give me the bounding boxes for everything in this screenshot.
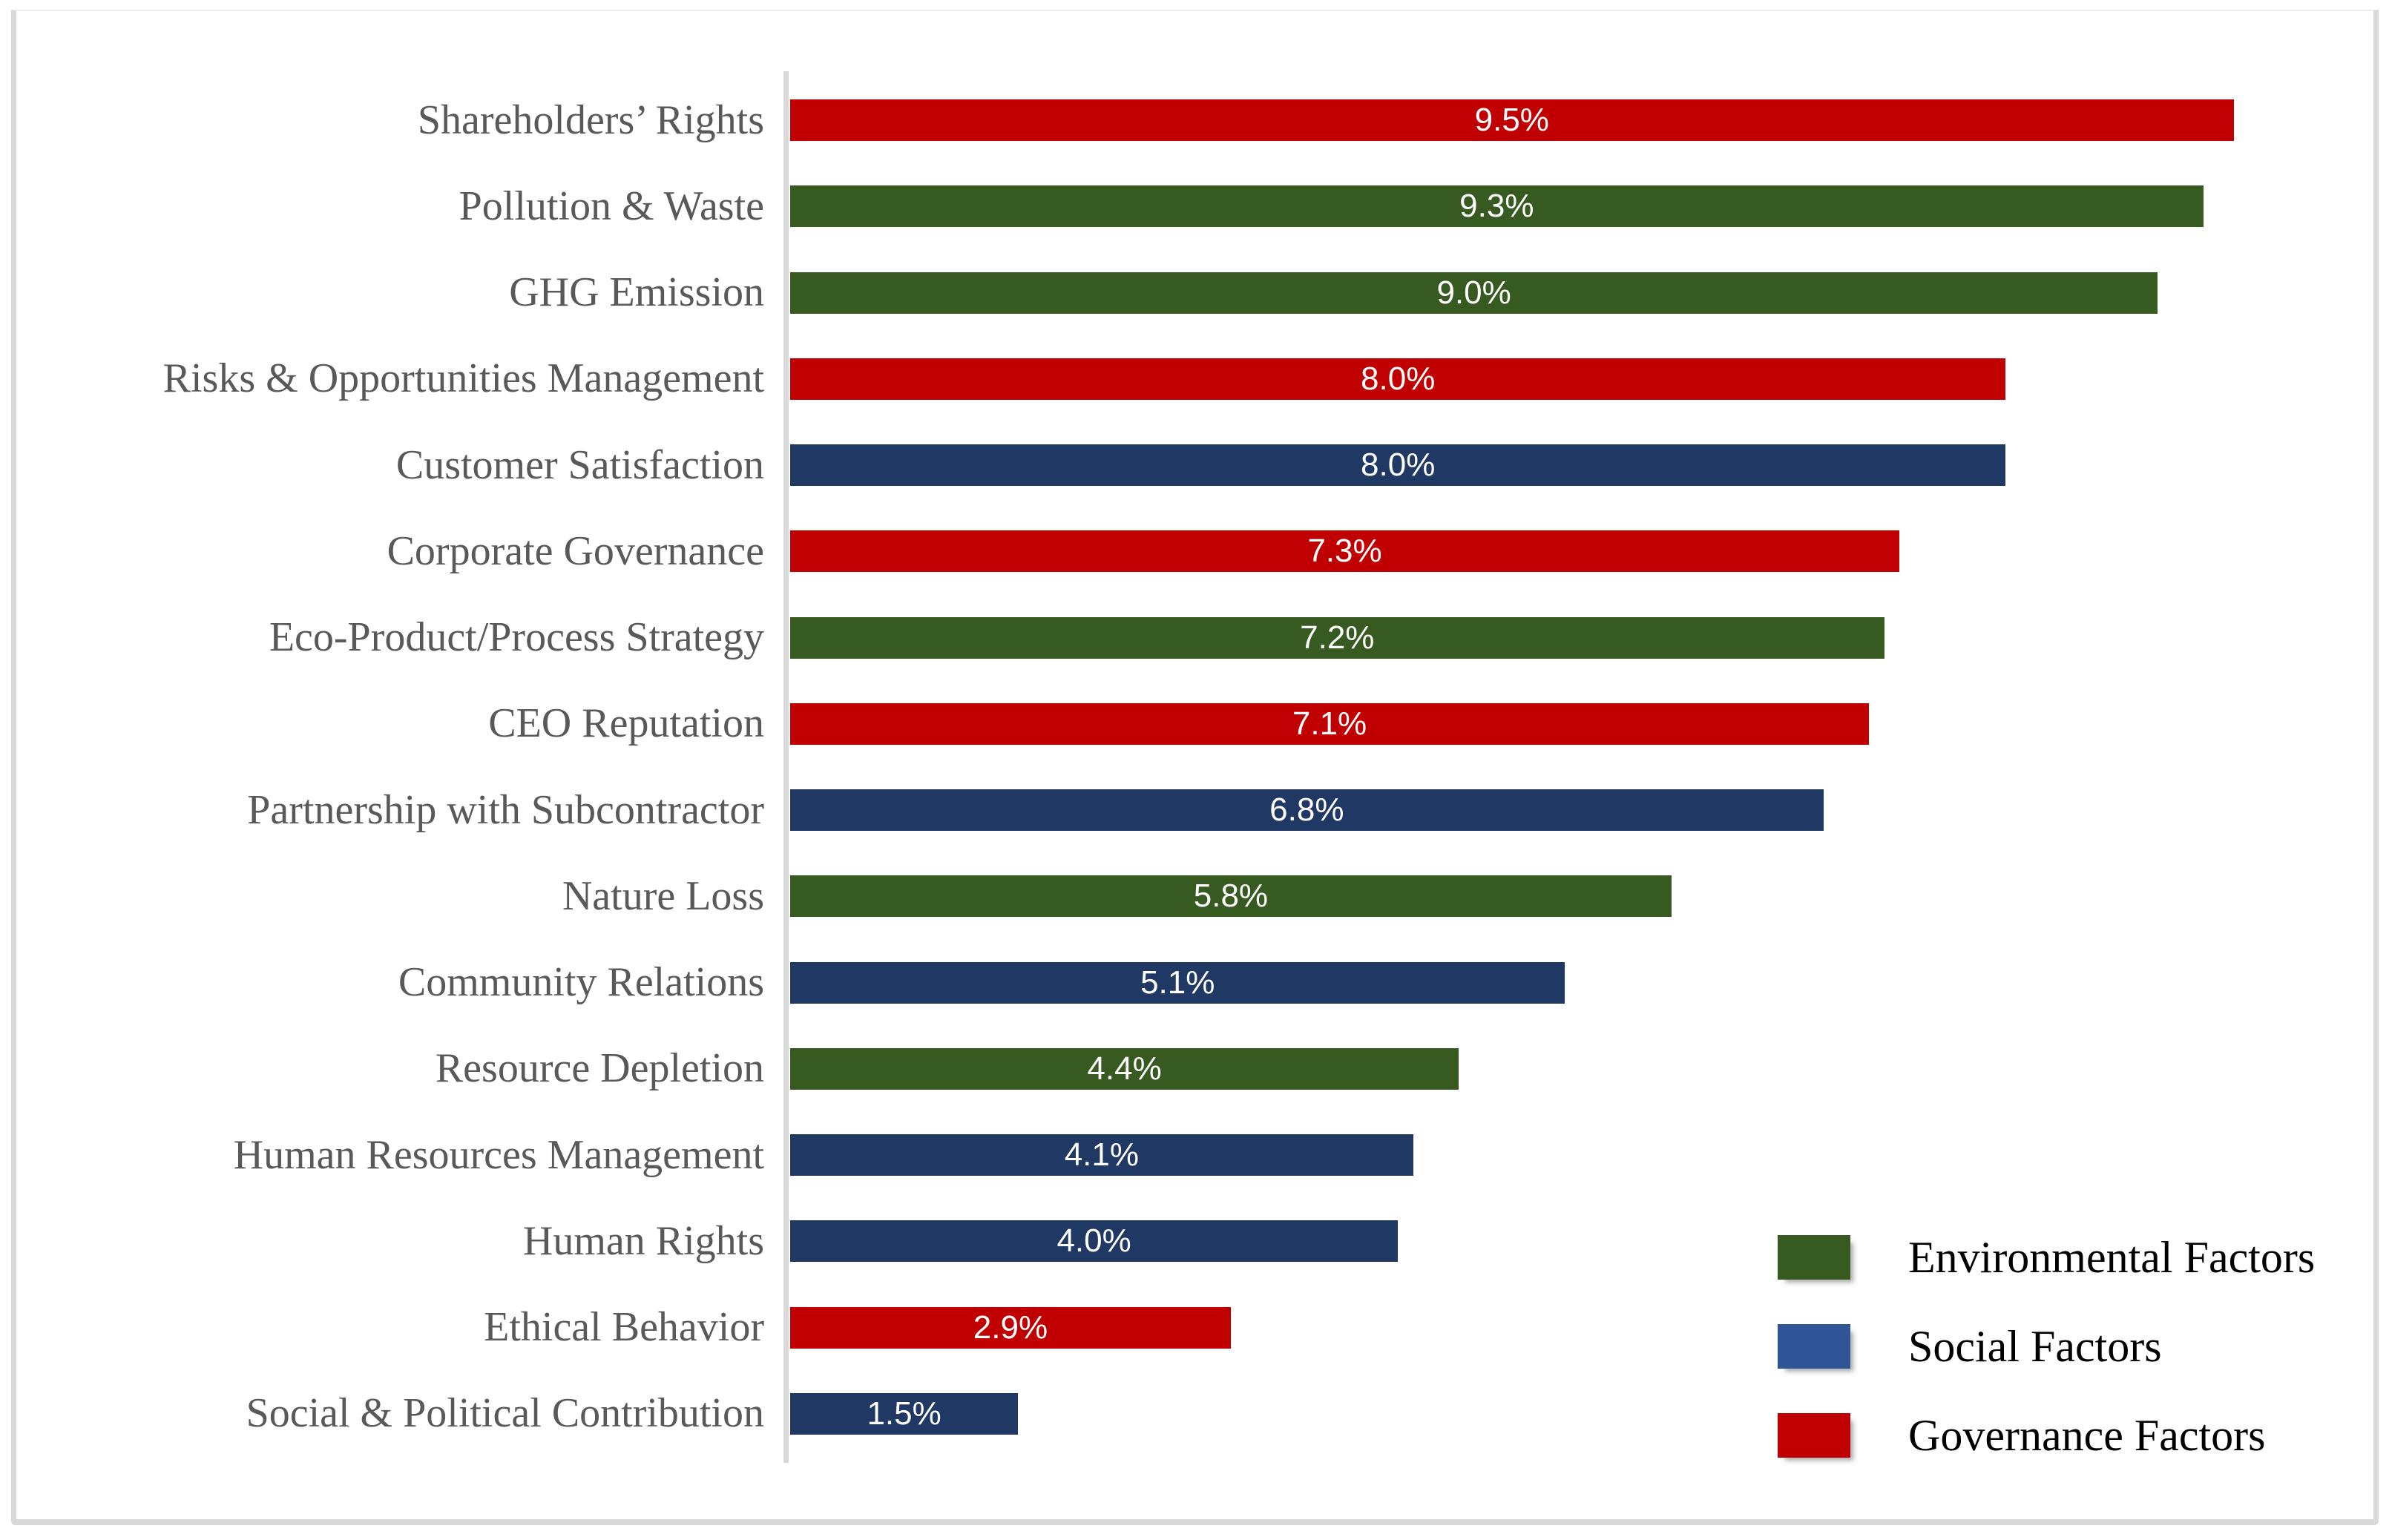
bar-track: 8.0% <box>790 358 2310 400</box>
bar-value-label: 4.1% <box>1064 1136 1139 1174</box>
bar-row: CEO Reputation 7.1% <box>0 681 2389 767</box>
bar-track: 2.9% <box>790 1306 2310 1349</box>
bar-value-label: 8.0% <box>1361 447 1436 484</box>
bar-track: 8.0% <box>790 444 2310 487</box>
legend-swatch-governance <box>1778 1413 1850 1458</box>
figure-frame <box>11 10 2379 1525</box>
bar-value-label: 6.8% <box>1269 792 1344 829</box>
bar-row: Human Rights 4.0% <box>0 1198 2389 1284</box>
bar-social: 8.0% <box>790 444 2006 487</box>
bar-row: Corporate Governance 7.3% <box>0 508 2389 594</box>
category-label: Nature Loss <box>562 872 764 919</box>
legend: Environmental Factors Social Factors Gover… <box>1778 1232 2316 1460</box>
bar-row: Social & Political Contribution 1.5% <box>0 1371 2389 1457</box>
bar-track: 5.8% <box>790 875 2310 918</box>
bar-row: Risks & Opportunities Management 8.0% <box>0 336 2389 422</box>
bar-row: Eco-Product/Process Strategy 7.2% <box>0 595 2389 681</box>
bar-row: Ethical Behavior 2.9% <box>0 1285 2389 1371</box>
legend-item-social: Social Factors <box>1778 1321 2315 1371</box>
category-label: Community Relations <box>398 959 764 1006</box>
bar-row: Human Resources Management 4.1% <box>0 1112 2389 1198</box>
bar-track: 1.5% <box>790 1392 2310 1435</box>
bar-social: 4.1% <box>790 1134 1413 1177</box>
category-label: Customer Satisfaction <box>395 441 764 488</box>
bar-rows-container: Shareholders’ Rights 9.5% Pollution & Wast… <box>0 77 2389 1457</box>
bar-track: 9.5% <box>790 99 2310 142</box>
bar-environmental: 9.0% <box>790 272 2158 314</box>
bar-social: 4.0% <box>790 1220 1399 1263</box>
bar-track: 4.1% <box>790 1134 2310 1177</box>
bar-track: 5.1% <box>790 961 2310 1004</box>
category-label: Ethical Behavior <box>484 1304 764 1351</box>
category-label: Human Resources Management <box>233 1131 764 1178</box>
bar-track: 9.3% <box>790 185 2310 228</box>
bar-row: Customer Satisfaction 8.0% <box>0 422 2389 508</box>
category-label: Resource Depletion <box>435 1045 764 1092</box>
bar-track: 6.8% <box>790 789 2310 832</box>
bar-value-label: 8.0% <box>1361 360 1436 397</box>
legend-label: Governance Factors <box>1908 1410 2266 1460</box>
bar-value-label: 9.0% <box>1436 274 1511 311</box>
category-label: Shareholders’ Rights <box>417 96 764 143</box>
bar-row: Community Relations 5.1% <box>0 940 2389 1026</box>
bar-value-label: 9.3% <box>1459 188 1534 225</box>
bar-value-label: 7.1% <box>1292 705 1367 742</box>
bar-row: Nature Loss 5.8% <box>0 853 2389 939</box>
bar-social: 5.1% <box>790 961 1565 1004</box>
category-label: CEO Reputation <box>488 700 764 747</box>
bar-track: 7.1% <box>790 702 2310 745</box>
bar-track: 9.0% <box>790 272 2310 314</box>
bar-governance: 2.9% <box>790 1306 1231 1349</box>
category-label: Partnership with Subcontractor <box>247 786 764 833</box>
legend-item-governance: Governance Factors <box>1778 1410 2315 1460</box>
bar-row: Resource Depletion 4.4% <box>0 1026 2389 1112</box>
bar-row: Partnership with Subcontractor 6.8% <box>0 767 2389 853</box>
bar-track: 4.4% <box>790 1047 2310 1090</box>
category-label: GHG Emission <box>509 269 764 316</box>
bar-value-label: 5.8% <box>1193 878 1269 915</box>
bar-governance: 7.1% <box>790 702 1870 745</box>
legend-label: Social Factors <box>1908 1321 2162 1371</box>
bar-track: 7.2% <box>790 616 2310 659</box>
category-label: Social & Political Contribution <box>246 1390 764 1437</box>
bar-value-label: 7.2% <box>1300 619 1375 656</box>
bar-governance: 8.0% <box>790 358 2006 400</box>
legend-swatch-social <box>1778 1324 1850 1369</box>
bar-value-label: 4.0% <box>1057 1223 1131 1260</box>
category-label: Eco-Product/Process Strategy <box>269 614 764 661</box>
bar-row: Shareholders’ Rights 9.5% <box>0 77 2389 163</box>
bar-environmental: 4.4% <box>790 1047 1459 1090</box>
bar-environmental: 7.2% <box>790 616 1884 659</box>
bar-track: 7.3% <box>790 530 2310 573</box>
bar-track: 4.0% <box>790 1220 2310 1263</box>
bar-value-label: 1.5% <box>867 1395 942 1432</box>
bar-value-label: 5.1% <box>1140 964 1215 1001</box>
category-label: Corporate Governance <box>387 527 764 574</box>
bar-environmental: 9.3% <box>790 185 2204 228</box>
category-label: Pollution & Waste <box>459 182 764 229</box>
legend-swatch-environmental <box>1778 1235 1850 1280</box>
category-axis-line <box>783 71 789 1463</box>
category-label: Risks & Opportunities Management <box>162 355 764 402</box>
bar-governance: 9.5% <box>790 99 2234 142</box>
bar-environmental: 5.8% <box>790 875 1672 918</box>
bar-value-label: 9.5% <box>1474 102 1549 139</box>
bar-social: 6.8% <box>790 789 1824 832</box>
bar-row: Pollution & Waste 9.3% <box>0 163 2389 249</box>
category-label: Human Rights <box>522 1217 764 1264</box>
legend-item-environmental: Environmental Factors <box>1778 1232 2316 1282</box>
bar-governance: 7.3% <box>790 530 1900 573</box>
legend-label: Environmental Factors <box>1908 1232 2316 1282</box>
bar-row: GHG Emission 9.0% <box>0 250 2389 336</box>
bar-value-label: 2.9% <box>973 1309 1048 1346</box>
bar-value-label: 7.3% <box>1307 533 1382 570</box>
bar-social: 1.5% <box>790 1392 1019 1435</box>
bar-value-label: 4.4% <box>1087 1050 1162 1087</box>
